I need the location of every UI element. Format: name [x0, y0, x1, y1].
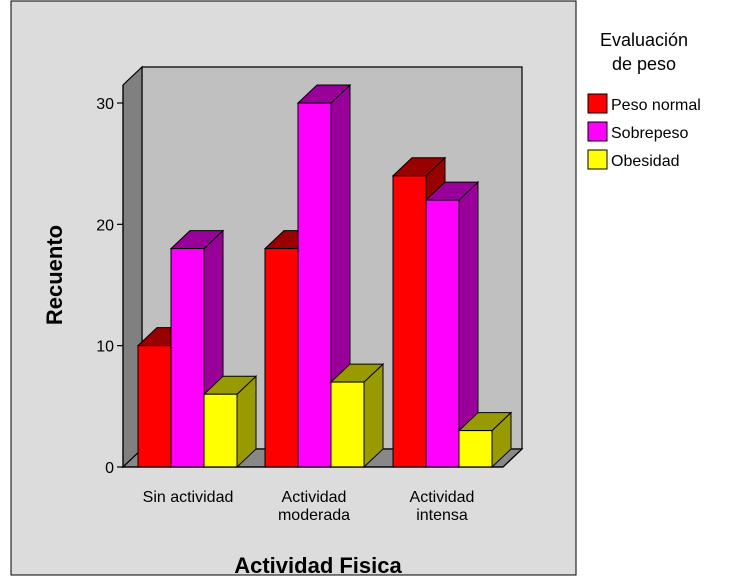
bar [424, 180, 480, 469]
x-tick-label: Actividad moderada [278, 489, 350, 524]
legend-swatch [587, 121, 608, 142]
bar-front [297, 102, 332, 468]
bar-front [458, 430, 493, 468]
bar-front [170, 248, 205, 468]
legend-title: Evaluación [600, 30, 688, 50]
y-tick-label: 20 [96, 217, 114, 234]
bar-front [137, 345, 172, 468]
legend-label: Obesidad [611, 153, 680, 170]
legend-swatch [587, 149, 608, 170]
y-axis-title: Recuento [42, 225, 67, 325]
x-tick-label: Sin actividad [143, 489, 234, 506]
bar [457, 411, 513, 469]
y-tick-label: 10 [96, 339, 114, 356]
bar-front [264, 248, 299, 468]
y-axis: 0 10 20 30 [96, 85, 124, 477]
x-axis: Sin actividad Actividad moderada Actividad i… [123, 448, 523, 524]
bars [136, 83, 513, 469]
bar [202, 375, 258, 469]
x-axis-title: Actividad Fisica [234, 553, 402, 576]
legend: Evaluación de peso Peso normal Sobrepeso Obe… [587, 30, 701, 170]
x-axis-depth-line [502, 448, 523, 468]
bar-front [425, 199, 460, 468]
legend-swatch [587, 93, 608, 114]
bar-front [330, 381, 365, 468]
y-tick-label: 0 [105, 460, 114, 477]
x-tick-label: Actividad intensa [410, 489, 475, 524]
legend-title: de peso [612, 54, 676, 74]
bar-front [203, 393, 238, 468]
legend-label: Sobrepeso [611, 125, 688, 142]
legend-label: Peso normal [611, 97, 701, 114]
y-tick-label: 30 [96, 96, 114, 113]
bar-front [392, 175, 427, 468]
bar [329, 362, 385, 469]
